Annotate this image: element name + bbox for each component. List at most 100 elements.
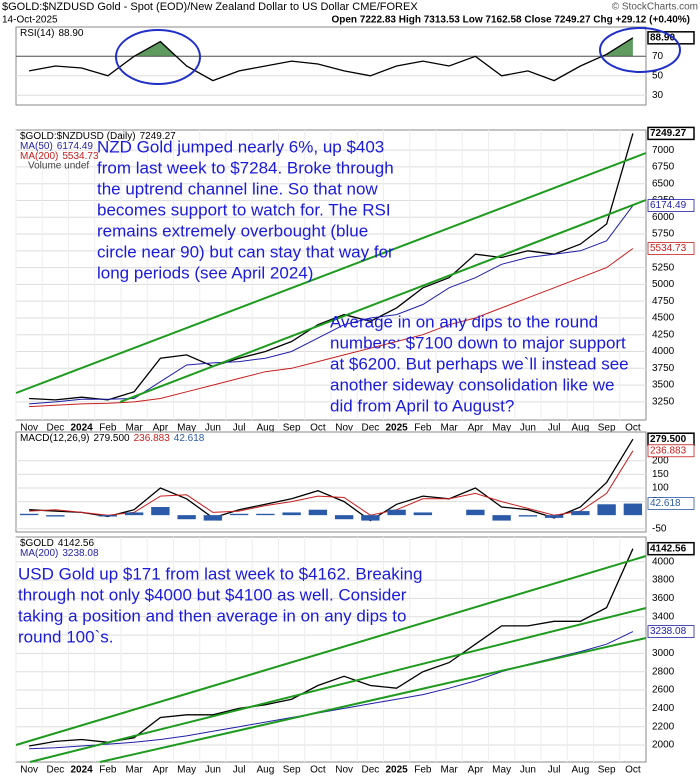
header-title: $GOLD:$NZDUSD Gold - Spot (EOD)/New Zeal… [2,1,418,13]
y-tick-label: 4750 [652,296,675,307]
x-tick-label: Feb [99,423,117,434]
histogram-bar [623,503,643,516]
y-tick-label: -50 [652,523,667,534]
legend-entry: MA(200) 3238.08 [20,548,99,559]
histogram-bar [229,513,249,516]
y-tick-label: 6500 [652,178,675,189]
annotation-line: taking a position and then average in on… [18,606,406,625]
x-tick-label: Apr [153,765,169,776]
annotation-line: remains extremely overbought (blue [97,221,368,240]
trend-line [119,199,647,403]
trend-lines [15,152,647,763]
legend-name: MA(200) [20,548,58,559]
x-tick-label: 2024 [71,765,94,776]
trend-line [15,555,647,746]
histogram-bar [518,515,538,517]
y-tick-label: 70 [652,51,664,62]
highlight-circle [115,29,201,85]
legend-value: 3238.08 [62,548,99,559]
value-tag-box [647,625,695,638]
value-tag-box [647,126,695,141]
histogram-bar [124,512,144,516]
series-line [29,438,634,522]
x-tick-label: Dec [46,423,64,434]
y-tick-label: 7000 [652,145,675,156]
legend-name: MACD(12,26,9) [20,433,89,444]
y-tick-label: 2400 [652,703,675,714]
highlight-circle [599,27,681,73]
value-tag-label: 4142.56 [650,543,687,554]
x-tick-label: Apr [468,765,484,776]
x-tick-label: Nov [335,423,353,434]
annotation-line: another sideway consolidation like we [330,375,614,394]
y-tick-label: 30 [652,90,664,101]
x-tick-label: Feb [99,765,117,776]
y-tick-label: 4000 [652,346,675,357]
y-tick-label: 150 [652,469,669,480]
panel-frame [15,431,647,533]
histogram-bar [177,515,196,520]
value-tag: 88.90 [647,31,695,45]
x-tick-label: Jul [233,423,246,434]
y-tick-label: 6000 [652,212,675,223]
panel: 2000220024002600280030003200340036003800… [15,536,695,776]
x-tick-label: Apr [153,423,169,434]
histogram-bar [46,515,65,517]
histogram-bar [466,509,485,516]
x-tick-label: Aug [256,423,274,434]
header-quote: Open 7222.83 High 7313.53 Low 7162.58 Cl… [331,15,690,26]
legend-value: 7249.27 [140,131,177,142]
x-tick-label: Jun [520,423,536,434]
x-tick-label: Aug [256,765,274,776]
histogram-bar [151,507,170,516]
legend-value: 4142.56 [58,538,95,549]
y-tick-label: 3600 [652,593,675,604]
value-tag-label: 3238.08 [650,626,687,637]
annotation-line: Average in on any dips to the round [330,312,598,331]
value-tag-label: 236.883 [650,445,687,456]
x-tick-label: Oct [625,765,641,776]
histogram-bar [334,515,354,520]
y-tick-label: 50 [652,70,664,81]
histogram-bar [282,512,301,516]
histogram-bar [544,515,564,518]
header-date: 14-Oct-2025 [2,15,58,26]
histogram-bar [361,515,380,521]
x-tick-label: Nov [335,765,353,776]
x-tick-label: 2025 [386,423,409,434]
annotation-line: becomes support to watch for. The RSI [97,200,391,219]
value-tag-label: 42.618 [650,498,681,509]
x-tick-label: May [492,765,511,776]
x-tick-label: Mar [441,423,459,434]
trend-line [15,152,647,394]
x-tick-label: Dec [46,765,64,776]
annotation-line: from last week to $7284. Broke through [97,158,394,177]
y-tick-label: 6750 [652,162,675,173]
y-tick-label: 3250 [652,397,675,408]
y-tick-label: 2000 [652,740,675,751]
legend-value: 5534.73 [62,151,99,162]
x-tick-label: Mar [126,765,144,776]
series-line [28,37,634,82]
value-tag-label: 7249.27 [650,128,687,139]
y-tick-label: 3000 [652,648,675,659]
annotation-line: at $6200. But perhaps we`ll instead see [330,354,629,373]
x-tick-label: Jun [520,765,536,776]
value-tag-label: 279.500 [650,434,687,445]
histogram-bar [597,504,616,516]
x-tick-label: Nov [20,765,38,776]
histogram-bar [19,513,39,516]
legend-entry: $GOLD 4142.56 [20,538,94,549]
histogram-bar [256,513,275,516]
x-tick-label: Mar [126,423,144,434]
annotation-line: numbers: $7100 down to major support [330,333,626,352]
x-tick-label: Jul [233,765,246,776]
histogram-bar [203,515,223,521]
y-tick-label: 200 [652,455,669,466]
legend-value: 88.90 [58,28,83,39]
highlight-circles [115,27,681,85]
legend-entry: $GOLD:$NZDUSD (Daily) 7249.27 [20,131,176,142]
x-tick-label: Apr [468,423,484,434]
x-tick-label: Jul [548,765,561,776]
x-tick-label: Aug [571,765,589,776]
